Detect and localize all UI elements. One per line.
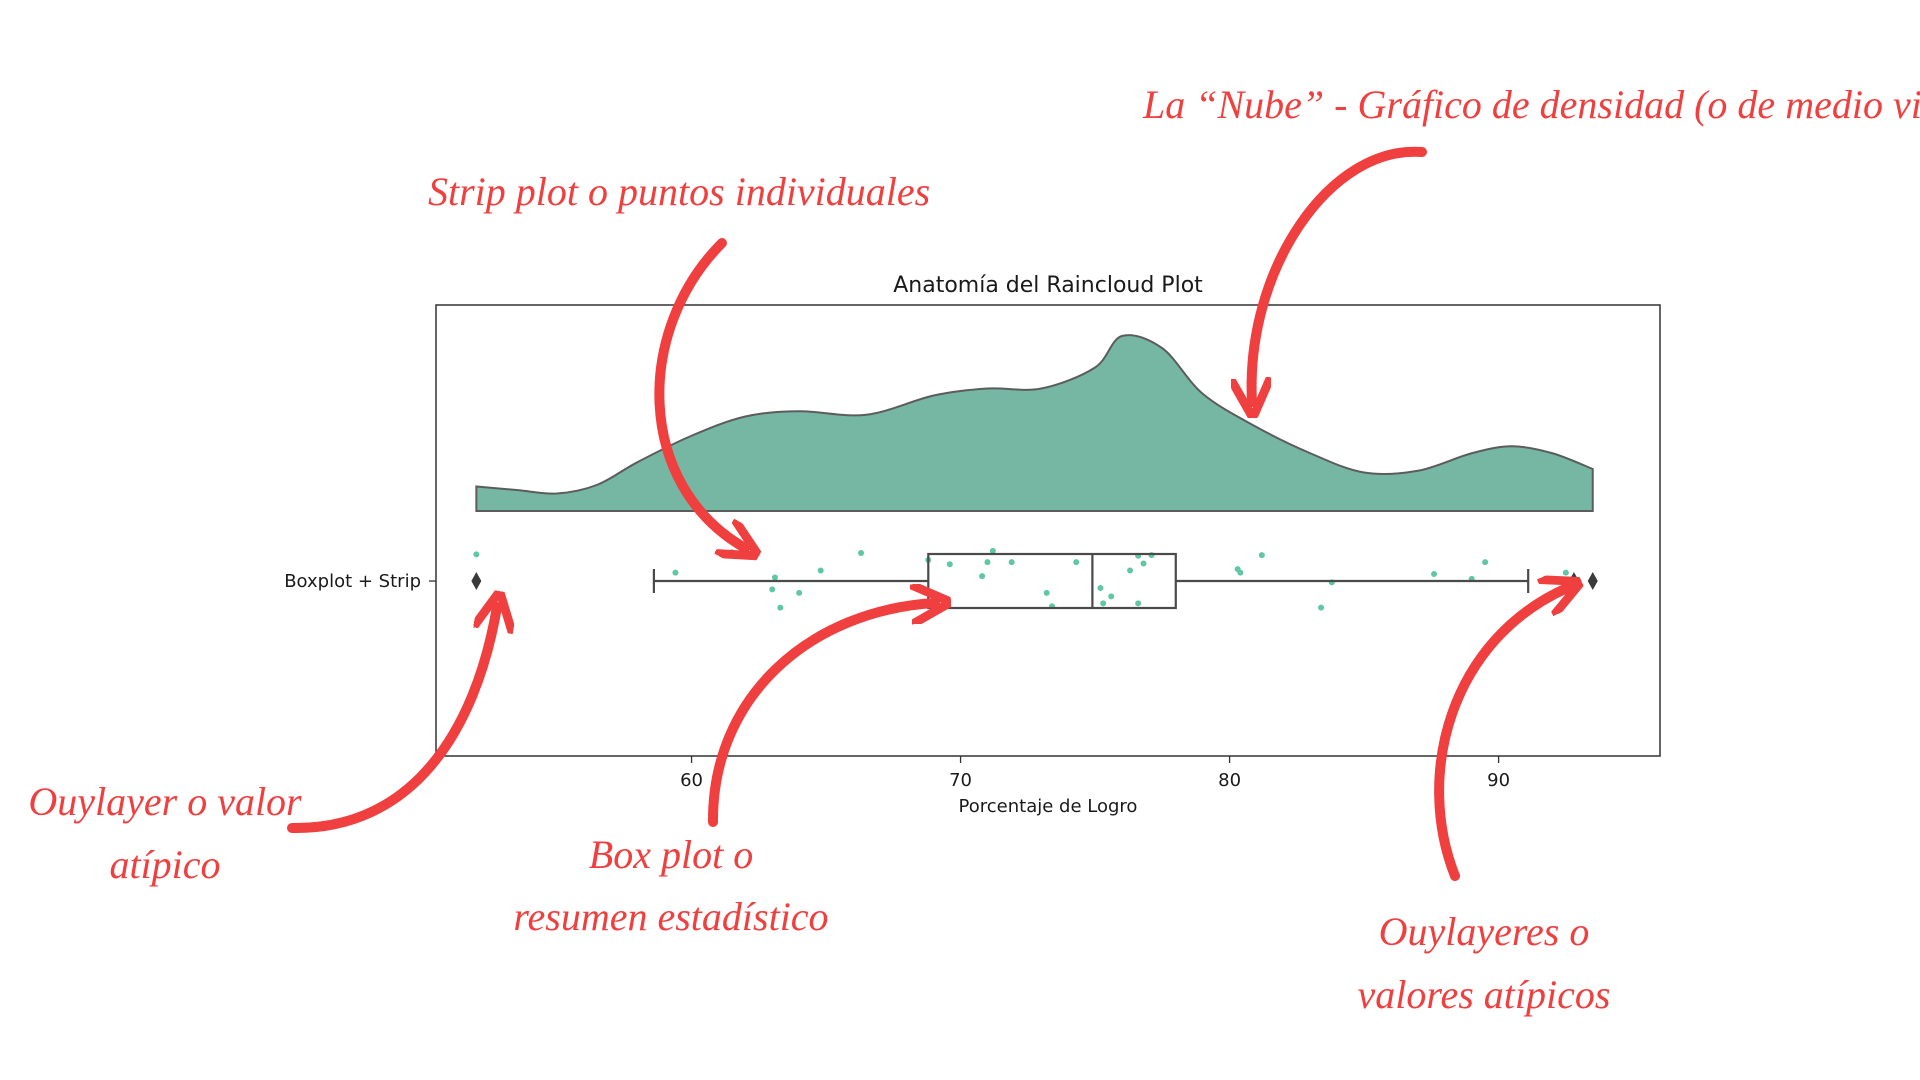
strip-point (473, 551, 480, 558)
arrow-to-box (707, 603, 935, 827)
plot-frame (435, 304, 1661, 757)
boxplot (652, 552, 1530, 610)
x-tick-label: 60 (680, 770, 703, 791)
strip-point (769, 586, 776, 593)
x-tick-label: 70 (949, 770, 972, 791)
strip-point (1562, 569, 1569, 576)
strip-point (1008, 559, 1015, 566)
x-tick-label: 80 (1218, 770, 1241, 791)
annotation-cloud: La “Nube” - Gráfico de densidad (o de me… (1142, 82, 1920, 127)
strip-point (1043, 589, 1050, 596)
strip-point (1258, 552, 1265, 559)
arrow-to-left-outlier (287, 607, 497, 834)
strip-point (1431, 571, 1438, 577)
iqr-box (927, 552, 1177, 610)
arrow-to-cloud (1252, 146, 1427, 402)
annotation-arrows (287, 146, 1567, 881)
annotation-outlier-left-line2: atípico (109, 842, 220, 887)
density-cloud (475, 334, 1594, 512)
arrow-to-right-outliers (1434, 588, 1567, 881)
strip-point (1073, 559, 1080, 566)
strip-point (1135, 600, 1142, 607)
strip-point (858, 550, 865, 556)
annotation-box-line2: resumen estadístico (513, 894, 828, 939)
x-axis: 60 70 80 90 (680, 756, 1510, 791)
strip-point (672, 569, 679, 576)
strip-point (1318, 604, 1325, 611)
strip-point (777, 604, 784, 611)
annotation-outliers-right-line2: valores atípicos (1358, 972, 1611, 1017)
strip-point (946, 561, 953, 568)
x-axis-label: Porcentaje de Logro (959, 796, 1138, 817)
arrow-to-strip (654, 238, 745, 548)
chart-title: Anatomía del Raincloud Plot (893, 273, 1203, 298)
x-tick-label: 90 (1487, 770, 1510, 791)
outlier-marker (471, 572, 482, 590)
annotation-outlier-left-line1: Ouylayer o valor (28, 779, 302, 824)
y-category-label: Boxplot + Strip (284, 571, 421, 592)
strip-point (1237, 569, 1244, 576)
outlier-marker (1587, 572, 1598, 590)
plot-area (435, 304, 1661, 757)
strip-point (984, 559, 991, 566)
strip-point (817, 567, 824, 574)
strip-point (1100, 600, 1107, 607)
strip-point (728, 549, 735, 556)
strip-point (1482, 559, 1489, 566)
strip-point (796, 589, 803, 596)
strip-point (1127, 567, 1134, 574)
annotation-outliers-right-line1: Ouylayeres o (1379, 909, 1590, 954)
annotation-box-line1: Box plot o (589, 832, 753, 877)
strip-point (1097, 585, 1104, 591)
annotation-strip: Strip plot o puntos individuales (428, 169, 930, 214)
strip-point (989, 547, 996, 554)
strip-point (1108, 593, 1115, 600)
strip-point (771, 574, 778, 581)
strip-points (473, 547, 1569, 611)
strip-point (979, 573, 986, 580)
strip-point (1140, 560, 1147, 567)
